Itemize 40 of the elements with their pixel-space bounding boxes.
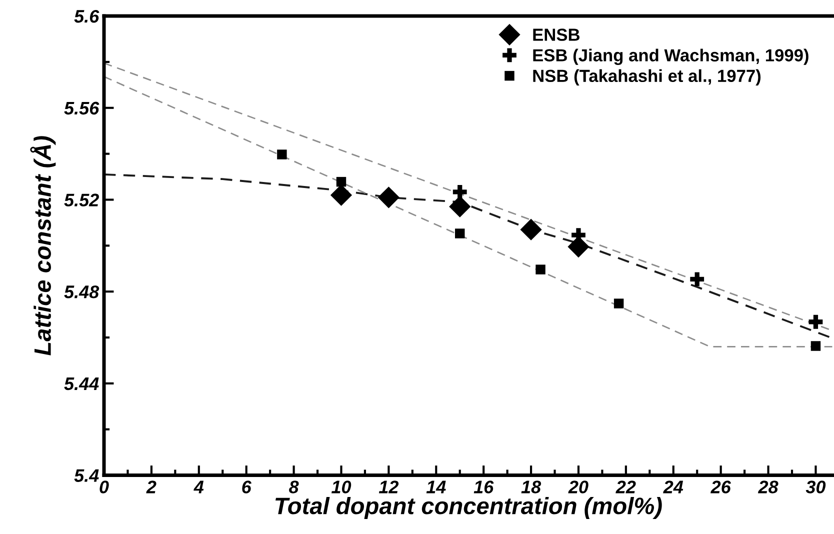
x-tick-label: 4: [194, 480, 204, 494]
y-tick-label: 5.44: [64, 378, 99, 390]
x-tick-label: 28: [758, 480, 778, 494]
point: [810, 341, 821, 351]
y-tick-label: 5.52: [64, 194, 99, 206]
point: [536, 264, 546, 274]
x-tick-label: 2: [146, 480, 156, 494]
x-tick-label: 30: [806, 480, 826, 494]
point: [455, 228, 465, 238]
x-tick-label: 10: [331, 480, 352, 494]
point: [378, 186, 400, 208]
point: [520, 218, 542, 240]
line-series: [104, 173, 832, 340]
point: [614, 298, 624, 308]
point: [808, 314, 823, 329]
legend-label: ENSB: [533, 28, 580, 41]
x-tick-label: 24: [663, 480, 684, 494]
point: [277, 150, 287, 160]
x-axis-title: Total dopant concentration (mol%): [276, 496, 662, 519]
x-tick-label: 16: [474, 480, 494, 494]
y-axis-title: Lattice constant (Å): [30, 136, 56, 356]
y-tick-label: 5.6: [74, 10, 100, 23]
x-tick-label: 6: [242, 480, 252, 494]
point: [449, 196, 471, 218]
y-tick-label: 5.4: [74, 469, 99, 482]
y-tick-label: 5.56: [64, 102, 100, 115]
legend-label: NSB (Takahashi et al., 1977): [533, 69, 761, 86]
x-tick-label: 26: [710, 480, 731, 494]
x-tick-label: 8: [289, 480, 299, 494]
y-tick-label: 5.48: [64, 286, 100, 298]
x-tick-label: 0: [100, 480, 109, 494]
point: [452, 184, 467, 199]
x-tick-label: 22: [616, 480, 636, 494]
point: [690, 272, 704, 286]
x-tick-label: 18: [521, 480, 542, 494]
x-tick-label: 20: [568, 480, 588, 494]
x-tick-label: 12: [378, 480, 399, 494]
x-tick-label: 14: [426, 480, 446, 494]
point: [336, 176, 346, 187]
legend-label: ESB (Jiang and Wachsman, 1999): [533, 48, 808, 65]
